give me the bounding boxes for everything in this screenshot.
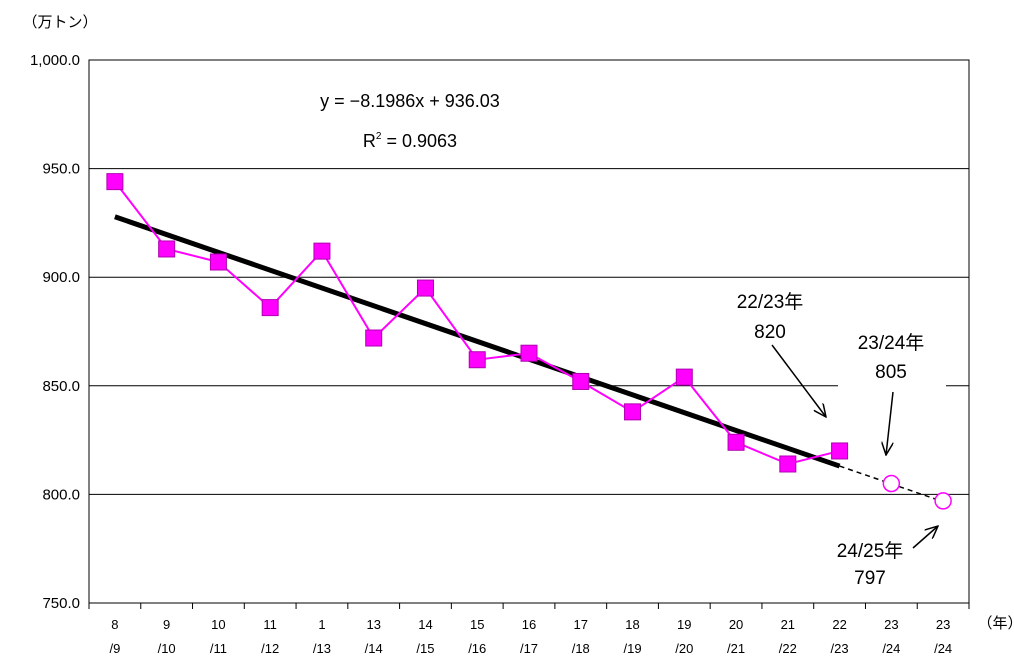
callout-2425-year: 24/25年 <box>837 540 904 562</box>
x-tick-label: /15 <box>416 641 434 656</box>
x-tick-label: 13 <box>366 617 380 632</box>
data-series <box>106 173 849 473</box>
x-tick-label: /12 <box>261 641 279 656</box>
x-tick-label: 22 <box>832 617 846 632</box>
x-tick-label: /11 <box>210 641 227 656</box>
x-tick-label: /21 <box>727 641 745 656</box>
x-tick-label: /16 <box>468 641 486 656</box>
y-tick-label: 950.0 <box>42 161 80 178</box>
x-tick-label: /14 <box>365 641 383 656</box>
x-tick-label: 15 <box>470 617 484 632</box>
x-tick-label: /13 <box>313 641 331 656</box>
r2-superscript: 2 <box>376 131 382 142</box>
data-point <box>313 242 331 260</box>
projection-point <box>882 474 901 493</box>
data-point <box>106 173 124 191</box>
callout-2223-arrow <box>771 344 826 417</box>
data-point <box>158 240 176 258</box>
x-tick-label: 9 <box>163 617 170 632</box>
callout-2324-background <box>838 330 946 392</box>
data-point <box>365 329 383 347</box>
callout-2425-arrow <box>912 526 938 549</box>
data-point <box>675 368 693 386</box>
x-tick-label: /17 <box>520 641 538 656</box>
data-point <box>209 253 227 271</box>
y-axis: 1,000.0 950.0 900.0 850.0 800.0 750.0 <box>30 52 80 612</box>
x-tick-label: /24 <box>882 641 900 656</box>
projection-markers <box>882 474 952 510</box>
projection-point <box>934 492 952 510</box>
data-point <box>572 372 590 390</box>
data-point <box>520 344 538 362</box>
x-tick-label: 23 <box>936 617 950 632</box>
y-unit-label: （万トン） <box>22 14 97 31</box>
data-point <box>468 351 486 369</box>
callout-2425-value: 797 <box>854 568 886 589</box>
x-tick-label: 21 <box>781 617 795 632</box>
callout-2324-year: 23/24年 <box>858 332 925 354</box>
x-tick-label: /23 <box>831 641 849 656</box>
trend-equation: y = −8.1986x + 936.03 <box>320 91 500 111</box>
x-tick-label: 18 <box>625 617 639 632</box>
x-tick-label: /9 <box>109 641 120 656</box>
x-tick-label: 11 <box>263 617 277 632</box>
x-tick-label: 1 <box>318 617 325 632</box>
x-tick-label: /24 <box>934 641 952 656</box>
y-tick-label: 800.0 <box>42 486 80 503</box>
data-point <box>779 455 797 473</box>
y-tick-label: 1,000.0 <box>30 52 80 69</box>
x-tick-label: 10 <box>211 617 225 632</box>
trend-r-squared: R2 = 0.9063 <box>363 131 457 151</box>
r2-label: R <box>363 131 376 151</box>
data-point <box>624 403 642 421</box>
x-tick-label: 16 <box>522 617 536 632</box>
x-tick-label: 20 <box>729 617 743 632</box>
data-point <box>831 442 849 460</box>
trendline <box>114 214 841 469</box>
y-tick-label: 900.0 <box>42 269 80 286</box>
x-tick-label: /18 <box>572 641 590 656</box>
plot-area <box>88 59 970 604</box>
callout-2223-value: 820 <box>754 322 786 343</box>
x-tick-label: /22 <box>779 641 797 656</box>
callout-2223-year: 22/23年 <box>737 291 804 313</box>
y-tick-label: 750.0 <box>42 595 80 612</box>
callout-2324-value: 805 <box>875 362 907 383</box>
x-tick-label: /19 <box>623 641 641 656</box>
x-tick-label: 14 <box>418 617 432 632</box>
x-axis: 8/9 9/10 10/11 11/12 1/13 13/14 14/15 15/16 16/1… <box>88 603 970 656</box>
x-tick-label: 23 <box>884 617 898 632</box>
x-tick-label: /20 <box>675 641 693 656</box>
y-tick-label: 850.0 <box>42 378 80 395</box>
x-tick-label: 8 <box>111 617 118 632</box>
data-point <box>261 299 279 317</box>
x-tick-label: 19 <box>677 617 691 632</box>
data-point <box>416 279 434 297</box>
data-point <box>727 433 745 451</box>
r2-value: = 0.9063 <box>381 131 457 151</box>
x-tick-label: 17 <box>574 617 588 632</box>
series-line <box>114 181 840 466</box>
callout-2324-arrow <box>886 391 894 455</box>
x-tick-label: /10 <box>158 641 176 656</box>
x-unit-label: （年） <box>977 615 1014 632</box>
